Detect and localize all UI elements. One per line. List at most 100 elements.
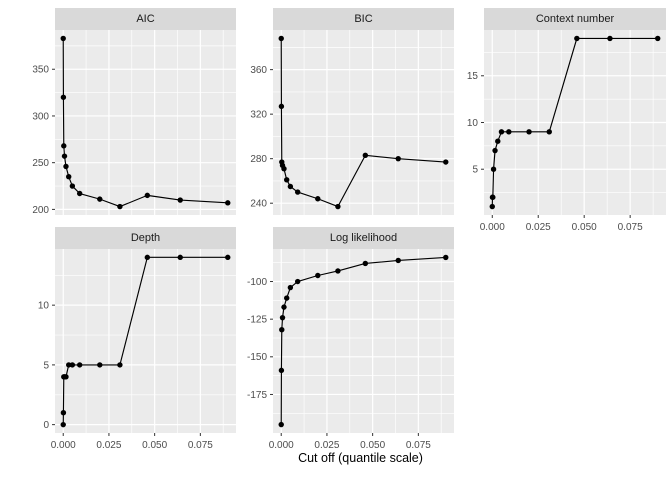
data-point bbox=[117, 362, 123, 368]
data-point bbox=[279, 314, 286, 321]
data-point bbox=[489, 203, 495, 210]
facet-strip-aic: AIC bbox=[55, 8, 236, 30]
x-axis-tick-label: 0.000 bbox=[269, 440, 294, 451]
data-point bbox=[362, 260, 369, 267]
data-point bbox=[526, 129, 532, 135]
data-point bbox=[443, 159, 449, 165]
data-point bbox=[117, 203, 123, 210]
data-point bbox=[607, 35, 613, 42]
y-axis-tick-label: 360 bbox=[250, 65, 267, 76]
data-point bbox=[63, 163, 69, 170]
data-point bbox=[97, 362, 103, 368]
data-point bbox=[76, 362, 83, 368]
x-axis-tick-label: 0.025 bbox=[526, 222, 551, 233]
panel-background bbox=[55, 30, 236, 215]
data-point bbox=[284, 295, 290, 301]
data-point bbox=[655, 35, 661, 42]
data-point bbox=[61, 153, 68, 159]
data-point bbox=[490, 166, 497, 172]
y-axis-tick-label: -150 bbox=[247, 352, 267, 363]
data-point bbox=[66, 173, 72, 180]
data-point bbox=[395, 257, 401, 264]
facet-strip-log-likelihood: Log likelihood bbox=[273, 227, 454, 249]
y-axis-tick-label: 250 bbox=[32, 158, 49, 169]
data-point bbox=[177, 254, 183, 261]
data-point bbox=[287, 183, 294, 190]
y-axis-tick-label: 320 bbox=[250, 110, 267, 121]
data-point bbox=[287, 284, 294, 291]
data-point bbox=[144, 192, 151, 199]
facet-strip-label: Context number bbox=[535, 12, 615, 25]
data-point bbox=[335, 203, 341, 210]
x-axis-tick-label: 0.025 bbox=[96, 440, 121, 451]
y-axis-tick-label: 240 bbox=[250, 199, 267, 210]
data-point bbox=[225, 254, 231, 261]
data-point bbox=[284, 177, 290, 183]
data-point bbox=[63, 374, 69, 380]
data-point bbox=[294, 189, 301, 195]
data-point bbox=[492, 147, 498, 154]
data-point bbox=[278, 367, 285, 374]
x-axis-tick-label: 0.000 bbox=[51, 440, 76, 451]
data-point bbox=[278, 421, 284, 428]
x-axis-tick-label: 0.050 bbox=[572, 222, 597, 233]
data-point bbox=[97, 196, 103, 202]
facet-strip-bic: BIC bbox=[273, 8, 454, 30]
data-point bbox=[281, 304, 287, 310]
facet-strip-label: Depth bbox=[130, 231, 161, 244]
y-axis-tick-label: 5 bbox=[472, 165, 478, 176]
x-axis-tick-label: 0.050 bbox=[360, 440, 385, 451]
data-point bbox=[144, 254, 151, 261]
data-point bbox=[60, 35, 66, 42]
facet-strip-label: AIC bbox=[136, 12, 155, 25]
x-axis-tick-label: 0.075 bbox=[406, 440, 431, 451]
data-point bbox=[506, 129, 512, 135]
y-axis-tick-label: 200 bbox=[32, 205, 49, 216]
x-axis-tick-label: 0.075 bbox=[618, 222, 643, 233]
x-axis-tick-label: 0.000 bbox=[480, 222, 505, 233]
data-point bbox=[61, 143, 67, 149]
data-point bbox=[281, 165, 287, 172]
data-point bbox=[225, 200, 231, 206]
y-axis-tick-label: 5 bbox=[43, 360, 49, 371]
data-point bbox=[76, 190, 83, 197]
data-point bbox=[177, 197, 183, 203]
facet-strip-context-number: Context number bbox=[484, 8, 666, 30]
data-point bbox=[335, 268, 341, 274]
data-point bbox=[498, 129, 505, 135]
data-point bbox=[546, 129, 552, 135]
x-axis-tick-label: 0.050 bbox=[142, 440, 167, 451]
facet-strip-label: Log likelihood bbox=[329, 231, 398, 244]
facet-strip-depth: Depth bbox=[55, 227, 236, 249]
data-point bbox=[278, 35, 284, 42]
data-point bbox=[315, 196, 321, 202]
y-axis-tick-label: 0 bbox=[43, 420, 49, 431]
facet-strip-label: BIC bbox=[354, 12, 373, 25]
data-point bbox=[574, 35, 580, 42]
data-point bbox=[60, 421, 66, 428]
x-axis-tick-label: 0.075 bbox=[188, 440, 213, 451]
y-axis-tick-label: 280 bbox=[250, 154, 267, 165]
data-point bbox=[60, 409, 67, 416]
x-axis-title: Cut off (quantile scale) bbox=[298, 451, 423, 465]
y-axis-tick-label: 10 bbox=[38, 301, 50, 312]
y-axis-tick-label: 10 bbox=[467, 118, 479, 129]
data-point bbox=[362, 152, 369, 159]
y-axis-tick-label: -125 bbox=[247, 315, 267, 326]
data-point bbox=[294, 278, 301, 285]
y-axis-tick-label: -100 bbox=[247, 277, 267, 288]
data-point bbox=[495, 138, 501, 144]
y-axis-tick-label: 300 bbox=[32, 111, 49, 122]
y-axis-tick-label: -175 bbox=[247, 390, 267, 401]
data-point bbox=[278, 103, 285, 110]
data-point bbox=[69, 362, 76, 368]
data-point bbox=[395, 155, 401, 162]
panel-background bbox=[273, 249, 454, 433]
panel-background bbox=[55, 249, 236, 433]
data-point bbox=[60, 94, 67, 100]
data-point bbox=[69, 183, 76, 189]
data-point bbox=[490, 194, 496, 200]
data-point bbox=[315, 272, 321, 279]
